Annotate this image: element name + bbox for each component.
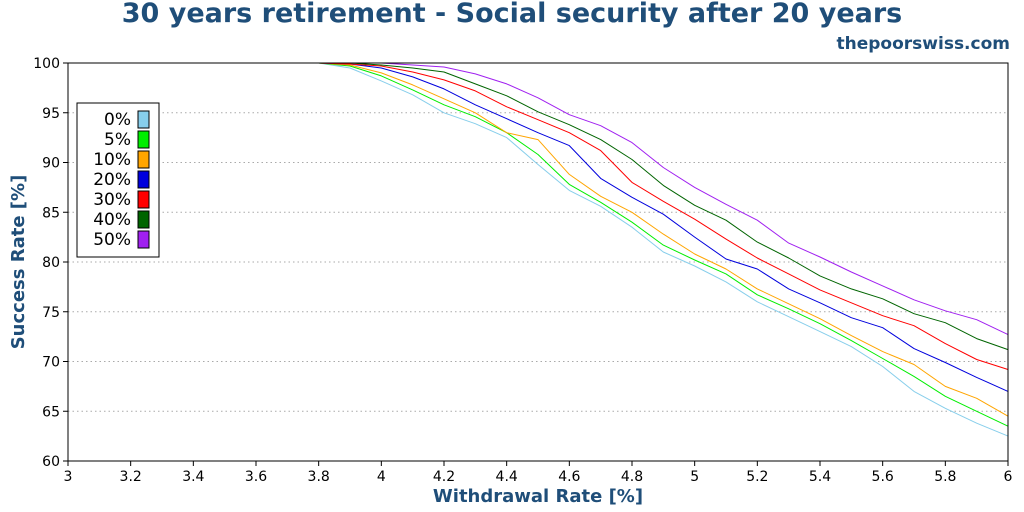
chart-title: 30 years retirement - Social security af… <box>121 0 903 29</box>
x-tick-label-2: 3.4 <box>182 469 204 485</box>
y-tick-label-5: 85 <box>42 205 60 221</box>
x-tick-label-14: 5.8 <box>934 469 956 485</box>
y-tick-label-3: 75 <box>42 305 60 321</box>
x-tick-label-11: 5.2 <box>746 469 768 485</box>
plot-frame <box>67 62 1009 462</box>
series-line-2 <box>68 62 1009 417</box>
y-tick-label-0: 60 <box>42 454 60 470</box>
y-axis-title: Success Rate [%] <box>8 175 29 350</box>
legend-swatch-2 <box>137 150 150 169</box>
legend-swatch-4 <box>137 190 150 209</box>
legend-swatch-3 <box>137 170 150 189</box>
x-tick-label-10: 5 <box>690 469 699 485</box>
x-axis-title: Withdrawal Rate [%] <box>433 486 643 507</box>
legend-label-6: 50% <box>93 230 131 250</box>
x-tick-label-7: 4.4 <box>496 469 518 485</box>
x-tick-label-13: 5.6 <box>872 469 894 485</box>
legend-label-1: 5% <box>104 130 131 150</box>
y-tick-label-4: 80 <box>42 255 60 271</box>
legend-label-4: 30% <box>93 190 131 210</box>
x-axis-ticks: 3 3.2 3.4 3.6 3.8 4 4.2 4.4 4.6 4.8 5 5.2 5.4 5.6 5.8 6 <box>64 461 1013 485</box>
x-tick-label-5: 4 <box>377 469 386 485</box>
y-tick-label-6: 90 <box>42 156 60 172</box>
legend-label-2: 10% <box>93 150 131 170</box>
y-tick-label-7: 95 <box>42 106 60 122</box>
legend-label-0: 0% <box>104 110 131 130</box>
x-tick-label-1: 3.2 <box>120 469 142 485</box>
x-tick-label-6: 4.2 <box>433 469 455 485</box>
y-tick-label-8: 100 <box>33 56 60 72</box>
x-tick-label-15: 6 <box>1004 469 1013 485</box>
series-line-3 <box>68 62 1009 392</box>
x-tick-label-4: 3.8 <box>308 469 330 485</box>
y-tick-label-1: 65 <box>42 404 60 420</box>
series-line-5 <box>68 62 1009 351</box>
legend: 0%5%10%20%30%40%50% <box>76 102 160 258</box>
legend-swatch-5 <box>137 210 150 229</box>
legend-swatch-6 <box>137 230 150 249</box>
x-tick-label-9: 4.8 <box>621 469 643 485</box>
x-tick-label-0: 3 <box>64 469 73 485</box>
legend-swatch-1 <box>137 130 150 149</box>
y-tick-label-2: 70 <box>42 355 60 371</box>
x-tick-label-8: 4.6 <box>558 469 580 485</box>
series-line-1 <box>68 62 1009 427</box>
series-line-4 <box>68 62 1009 370</box>
series-line-0 <box>68 62 1009 437</box>
legend-swatch-0 <box>137 110 150 129</box>
x-tick-label-12: 5.4 <box>809 469 831 485</box>
x-tick-label-3: 3.6 <box>245 469 267 485</box>
series-lines <box>68 62 1009 437</box>
site-credit: thepoorswiss.com <box>836 34 1011 54</box>
legend-label-3: 20% <box>93 170 131 190</box>
grid-lines <box>68 112 1008 412</box>
legend-label-5: 40% <box>93 210 131 230</box>
y-axis-ticks: 60 65 70 75 80 85 90 95 100 <box>33 56 68 470</box>
